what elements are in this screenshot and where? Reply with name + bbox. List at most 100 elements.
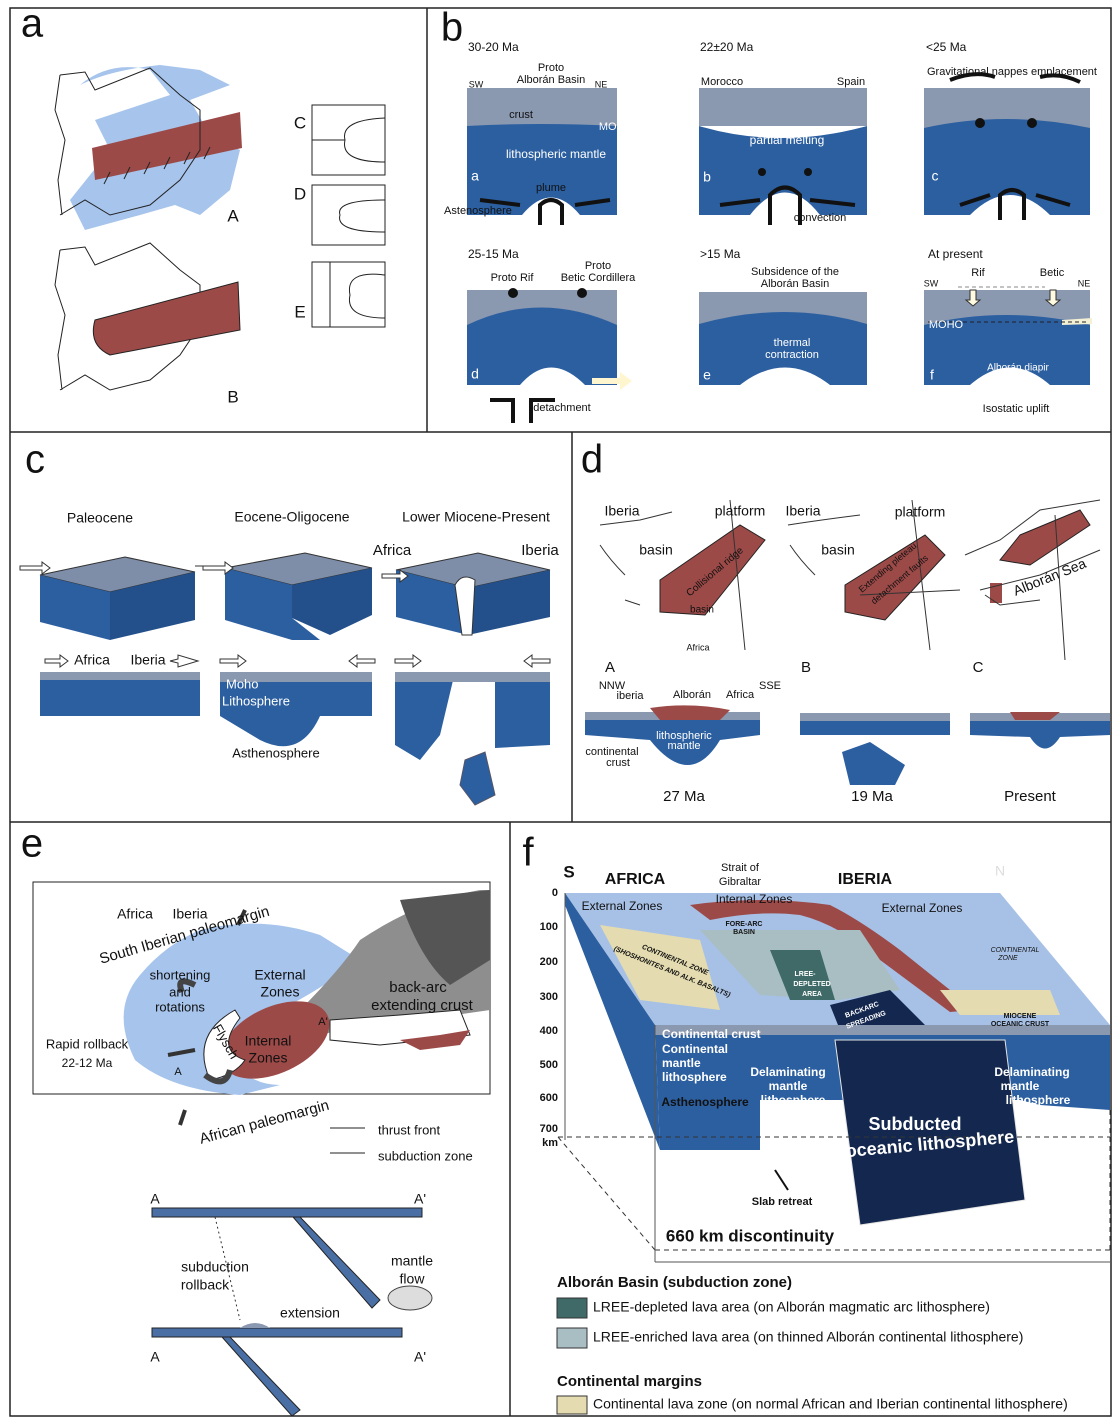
- annotation: Asthenosphere: [232, 745, 319, 760]
- annotation: B: [227, 387, 238, 406]
- annotation: detachment: [533, 402, 590, 414]
- annotation: subduction: [181, 1259, 249, 1275]
- annotation: SSE: [759, 680, 781, 692]
- annotation: thrust front: [378, 1122, 441, 1137]
- annotation: lithospheric mantle: [506, 147, 606, 161]
- annotation: lithosphere: [1006, 1093, 1071, 1107]
- panel-label: d: [581, 438, 603, 482]
- annotation: Strait of: [721, 862, 760, 874]
- annotation: ZONE: [997, 955, 1018, 962]
- annotation: External Zones: [582, 899, 663, 913]
- annotation: NE: [595, 79, 608, 89]
- annotation: E: [294, 302, 305, 321]
- annotation: Lower Miocene-Present: [402, 509, 550, 525]
- annotation: 300: [540, 991, 558, 1003]
- annotation: mantle: [1001, 1079, 1040, 1093]
- annotation: LREE-enriched lava area (on thinned Albo…: [593, 1329, 1023, 1345]
- annotation: Zones: [249, 1050, 288, 1066]
- annotation: 660 km discontinuity: [666, 1226, 835, 1245]
- annotation: D: [294, 184, 306, 203]
- annotation: A: [227, 206, 239, 225]
- annotation: Asthenosphere: [661, 1095, 749, 1109]
- annotation: FORE-ARC: [726, 921, 763, 928]
- annotation: Delaminating: [750, 1065, 825, 1079]
- annotation: Moho: [226, 676, 259, 691]
- annotation: 400: [540, 1025, 558, 1037]
- annotation: SW: [924, 278, 939, 288]
- annotation: km: [542, 1137, 558, 1149]
- annotation: Paleocene: [67, 510, 133, 526]
- annotation: mantle: [769, 1079, 808, 1093]
- annotation: mantle: [667, 740, 700, 752]
- annotation: Africa: [373, 542, 412, 559]
- annotation: C: [294, 113, 306, 132]
- annotation: S: [563, 862, 574, 881]
- panel-label: b: [441, 6, 463, 50]
- annotation: shortening: [150, 967, 211, 982]
- annotation: Alborán Basin: [517, 74, 586, 86]
- annotation: MOHO: [599, 121, 634, 133]
- annotation: back-arc: [389, 979, 447, 996]
- annotation: 22-12 Ma: [62, 1056, 113, 1070]
- annotation: 100: [540, 921, 558, 933]
- annotation: rotations: [155, 999, 205, 1014]
- annotation: a: [471, 168, 479, 184]
- annotation: subduction zone: [378, 1148, 473, 1163]
- annotation: DEPLETED: [793, 981, 830, 988]
- annotation: OCEANIC CRUST: [991, 1021, 1050, 1028]
- annotation: 25-15 Ma: [468, 247, 519, 261]
- annotation: Iberia: [785, 503, 820, 519]
- annotation: BASIN: [733, 929, 755, 936]
- annotation: AFRICA: [605, 871, 666, 888]
- annotation: Iberia: [172, 906, 207, 922]
- annotation: <25 Ma: [926, 40, 967, 54]
- annotation: 200: [540, 956, 558, 968]
- annotation: Gibraltar: [719, 876, 762, 888]
- annotation: IBERIA: [838, 871, 893, 888]
- annotation: Africa: [74, 652, 110, 668]
- annotation: lithosphere: [662, 1070, 727, 1084]
- annotation: basin: [690, 605, 714, 616]
- annotation: iberia: [617, 690, 645, 702]
- annotation: A: [150, 1191, 160, 1207]
- annotation: A: [605, 659, 615, 676]
- annotation: Gravitational nappes emplacement: [927, 66, 1097, 78]
- annotation: platform: [715, 503, 766, 519]
- annotation: mantle: [391, 1253, 433, 1269]
- annotation: >15 Ma: [700, 247, 741, 261]
- annotation: and: [169, 984, 191, 999]
- annotation: d: [471, 366, 479, 382]
- annotation: External Zones: [882, 901, 963, 915]
- annotation: extending crust: [371, 997, 474, 1014]
- annotation: 22±20 Ma: [700, 40, 754, 54]
- annotation: flow: [400, 1271, 426, 1287]
- annotation: 0: [552, 887, 558, 899]
- annotation: lithosphere: [761, 1093, 826, 1107]
- annotation: e: [703, 367, 711, 383]
- annotation: mantle: [662, 1056, 701, 1070]
- annotation: basin: [821, 542, 854, 558]
- annotation: f: [930, 367, 934, 383]
- panel-c-drawing: [20, 553, 550, 805]
- annotation: A: [174, 1066, 182, 1078]
- annotation: Iberia: [604, 503, 639, 519]
- annotation: Proto: [585, 260, 611, 272]
- annotation: c: [932, 168, 939, 184]
- panel-label: e: [21, 822, 43, 866]
- annotation: 30-20 Ma: [468, 40, 519, 54]
- annotation: Africa: [117, 906, 153, 922]
- annotation: Betic Cordillera: [561, 272, 636, 284]
- annotation: Africa: [686, 642, 709, 652]
- annotation: Alborán Basin: [761, 278, 830, 290]
- annotation: platform: [895, 504, 946, 520]
- annotation: Continental lava zone (on normal African…: [593, 1396, 1068, 1412]
- annotation: contraction: [765, 349, 819, 361]
- annotation: 19 Ma: [851, 788, 893, 805]
- annotation: Astenosphere: [444, 205, 512, 217]
- annotation: Internal: [245, 1033, 292, 1049]
- annotation: Internal Zones: [716, 892, 793, 906]
- annotation: MIOCENE: [1004, 1013, 1037, 1020]
- annotation: MOHO: [929, 319, 964, 331]
- annotation: Africa: [726, 689, 755, 701]
- annotation: Rapid rollback: [46, 1036, 129, 1051]
